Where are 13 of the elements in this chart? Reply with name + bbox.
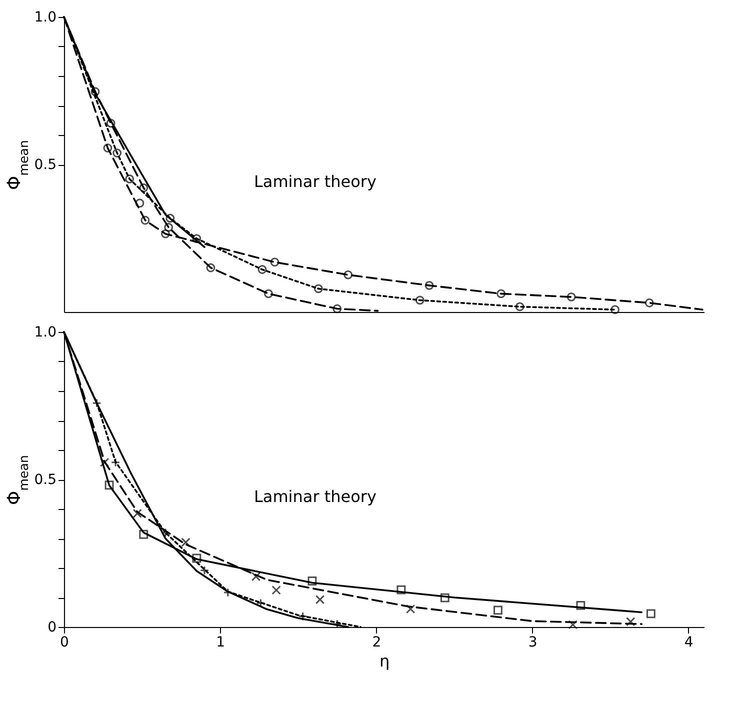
y-tick-label: 1.0 <box>34 324 56 340</box>
x-tick-label: 0 <box>60 634 69 650</box>
annotation: Laminar theory <box>254 487 376 506</box>
y-tick-label: 0.5 <box>34 157 56 173</box>
x-tick-label: 3 <box>528 634 538 650</box>
x-tick-label: 1 <box>216 634 226 650</box>
y-tick-label: 0 <box>48 620 56 636</box>
annotation: Laminar theory <box>254 172 376 191</box>
x-tick-label: 4 <box>684 634 694 650</box>
y-tick-label: 0.5 <box>34 472 56 488</box>
y-tick-label: 1.0 <box>34 10 56 26</box>
x-tick-label: 2 <box>372 634 382 650</box>
x-axis-title: η <box>379 652 390 670</box>
